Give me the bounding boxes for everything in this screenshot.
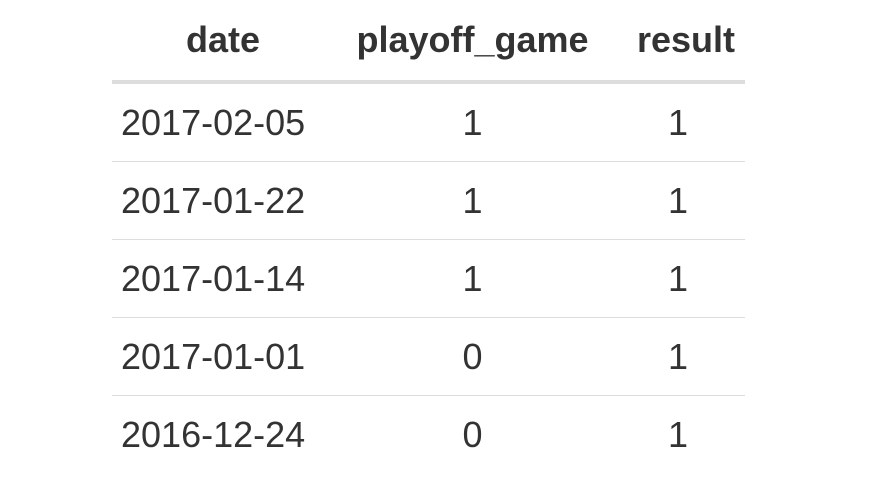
cell-date: 2017-01-14 [112, 239, 334, 318]
cell-date: 2016-12-24 [121, 413, 306, 455]
table-row: 2017-02-05 1 1 [112, 82, 745, 162]
data-table: date playoff_game result 2017-02-05 1 1 … [112, 0, 745, 473]
table-body: 2017-02-05 1 1 2017-01-22 1 1 2017-01-14… [112, 82, 745, 473]
column-header-date: date [112, 0, 334, 84]
cell-result: 1 [611, 239, 745, 318]
header-row: date playoff_game result [112, 0, 745, 84]
cell-date: 2017-01-22 [112, 161, 334, 240]
cell-result: 1 [611, 161, 745, 240]
table-header: date playoff_game result [112, 0, 745, 84]
cell-playoff-game: 0 [462, 413, 483, 455]
cell-playoff-game: 1 [334, 239, 611, 318]
table-row: 2017-01-22 1 1 [112, 161, 745, 240]
column-header-playoff-game: playoff_game [334, 0, 611, 84]
table-row: 2017-01-01 0 1 [112, 317, 745, 396]
cell-date: 2017-01-01 [112, 317, 334, 396]
cell-result: 1 [611, 82, 745, 162]
cell-playoff-game: 1 [334, 161, 611, 240]
cell-playoff-game: 0 [334, 317, 611, 396]
table-row: 2017-01-14 1 1 [112, 239, 745, 318]
column-header-result: result [611, 0, 745, 84]
cell-date: 2017-02-05 [112, 82, 334, 162]
table-row: 2016-12-24 0 1 [112, 396, 745, 474]
cell-result: 1 [611, 317, 745, 396]
cell-result: 1 [667, 413, 688, 455]
data-table-container: date playoff_game result 2017-02-05 1 1 … [112, 0, 745, 473]
cell-playoff-game: 1 [334, 82, 611, 162]
